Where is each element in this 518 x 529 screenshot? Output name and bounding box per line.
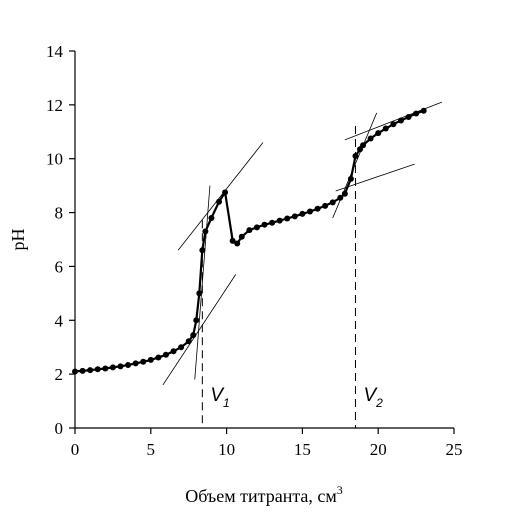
- data-point: [238, 233, 245, 240]
- tangent-lines: [162, 101, 443, 386]
- data-point: [87, 367, 94, 374]
- series-line-group: [74, 109, 425, 373]
- data-point: [375, 130, 382, 137]
- data-point: [246, 227, 253, 234]
- data-point: [208, 214, 215, 221]
- y-tick-label: 12: [46, 96, 63, 115]
- data-point: [125, 361, 132, 368]
- data-point: [178, 344, 185, 351]
- data-point: [196, 290, 203, 297]
- equivalence-label: V2: [363, 385, 383, 410]
- x-tick-label: 25: [446, 440, 463, 459]
- data-point: [185, 338, 192, 345]
- data-point: [299, 210, 306, 217]
- tangent-line: [344, 101, 443, 141]
- equivalence-label-subscript: 1: [223, 396, 230, 410]
- data-point: [72, 368, 78, 375]
- data-point: [329, 199, 336, 206]
- data-point: [347, 175, 354, 182]
- x-tick-label: 10: [218, 440, 235, 459]
- tangent-line: [177, 142, 264, 251]
- data-point: [79, 367, 86, 374]
- y-tick-label: 0: [55, 419, 64, 438]
- data-point: [117, 363, 124, 370]
- data-point: [291, 213, 298, 220]
- data-point: [170, 348, 177, 355]
- data-point: [352, 153, 359, 160]
- x-axis-label: Объем титранта, см3: [185, 483, 343, 506]
- data-point: [253, 224, 260, 231]
- axes: [69, 50, 455, 434]
- y-tick-label: 8: [55, 204, 64, 223]
- data-point: [190, 332, 197, 339]
- y-tick-label: 6: [55, 257, 64, 276]
- data-point: [234, 240, 241, 247]
- data-point: [216, 198, 223, 205]
- data-point: [199, 247, 206, 254]
- x-tick-label: 0: [71, 440, 80, 459]
- data-point: [413, 110, 420, 117]
- y-axis-label: pH: [8, 229, 28, 251]
- data-point: [102, 365, 109, 372]
- data-point: [193, 317, 200, 324]
- equivalence-label: V1: [210, 385, 229, 410]
- x-tick-label: 5: [147, 440, 156, 459]
- y-tick-label: 10: [46, 150, 63, 169]
- x-tick-label: 20: [370, 440, 387, 459]
- data-point: [322, 202, 329, 209]
- data-point: [222, 189, 229, 196]
- tangent-line: [194, 185, 211, 380]
- data-point: [261, 221, 268, 228]
- data-point: [360, 142, 367, 149]
- data-point: [155, 354, 162, 361]
- x-tick-label: 15: [294, 440, 311, 459]
- data-point: [420, 107, 427, 114]
- series-points-group: [72, 107, 427, 375]
- equivalence-label-subscript: 2: [375, 396, 383, 410]
- data-point: [390, 121, 397, 128]
- data-point: [202, 228, 209, 235]
- series-line: [74, 109, 425, 373]
- y-tick-label: 4: [55, 311, 64, 330]
- data-point: [276, 217, 283, 224]
- data-point: [337, 194, 344, 201]
- data-point: [140, 358, 147, 365]
- data-point: [94, 366, 101, 373]
- data-point: [162, 351, 169, 358]
- data-point: [229, 237, 236, 244]
- data-point: [397, 117, 404, 124]
- data-point: [314, 205, 321, 212]
- data-point: [132, 360, 139, 367]
- y-tick-label: 14: [46, 42, 64, 61]
- data-point: [306, 208, 313, 215]
- data-point: [367, 135, 374, 142]
- data-point: [109, 364, 116, 371]
- data-point: [341, 190, 348, 197]
- x-axis-label-superscript: 3: [337, 483, 343, 497]
- tangent-line: [162, 274, 237, 386]
- data-point: [382, 125, 389, 132]
- data-point: [147, 356, 154, 363]
- data-point: [269, 219, 276, 226]
- y-tick-label: 2: [55, 365, 64, 384]
- equivalence-dashed-lines: [201, 126, 356, 428]
- data-point: [284, 215, 291, 222]
- data-point: [405, 113, 412, 120]
